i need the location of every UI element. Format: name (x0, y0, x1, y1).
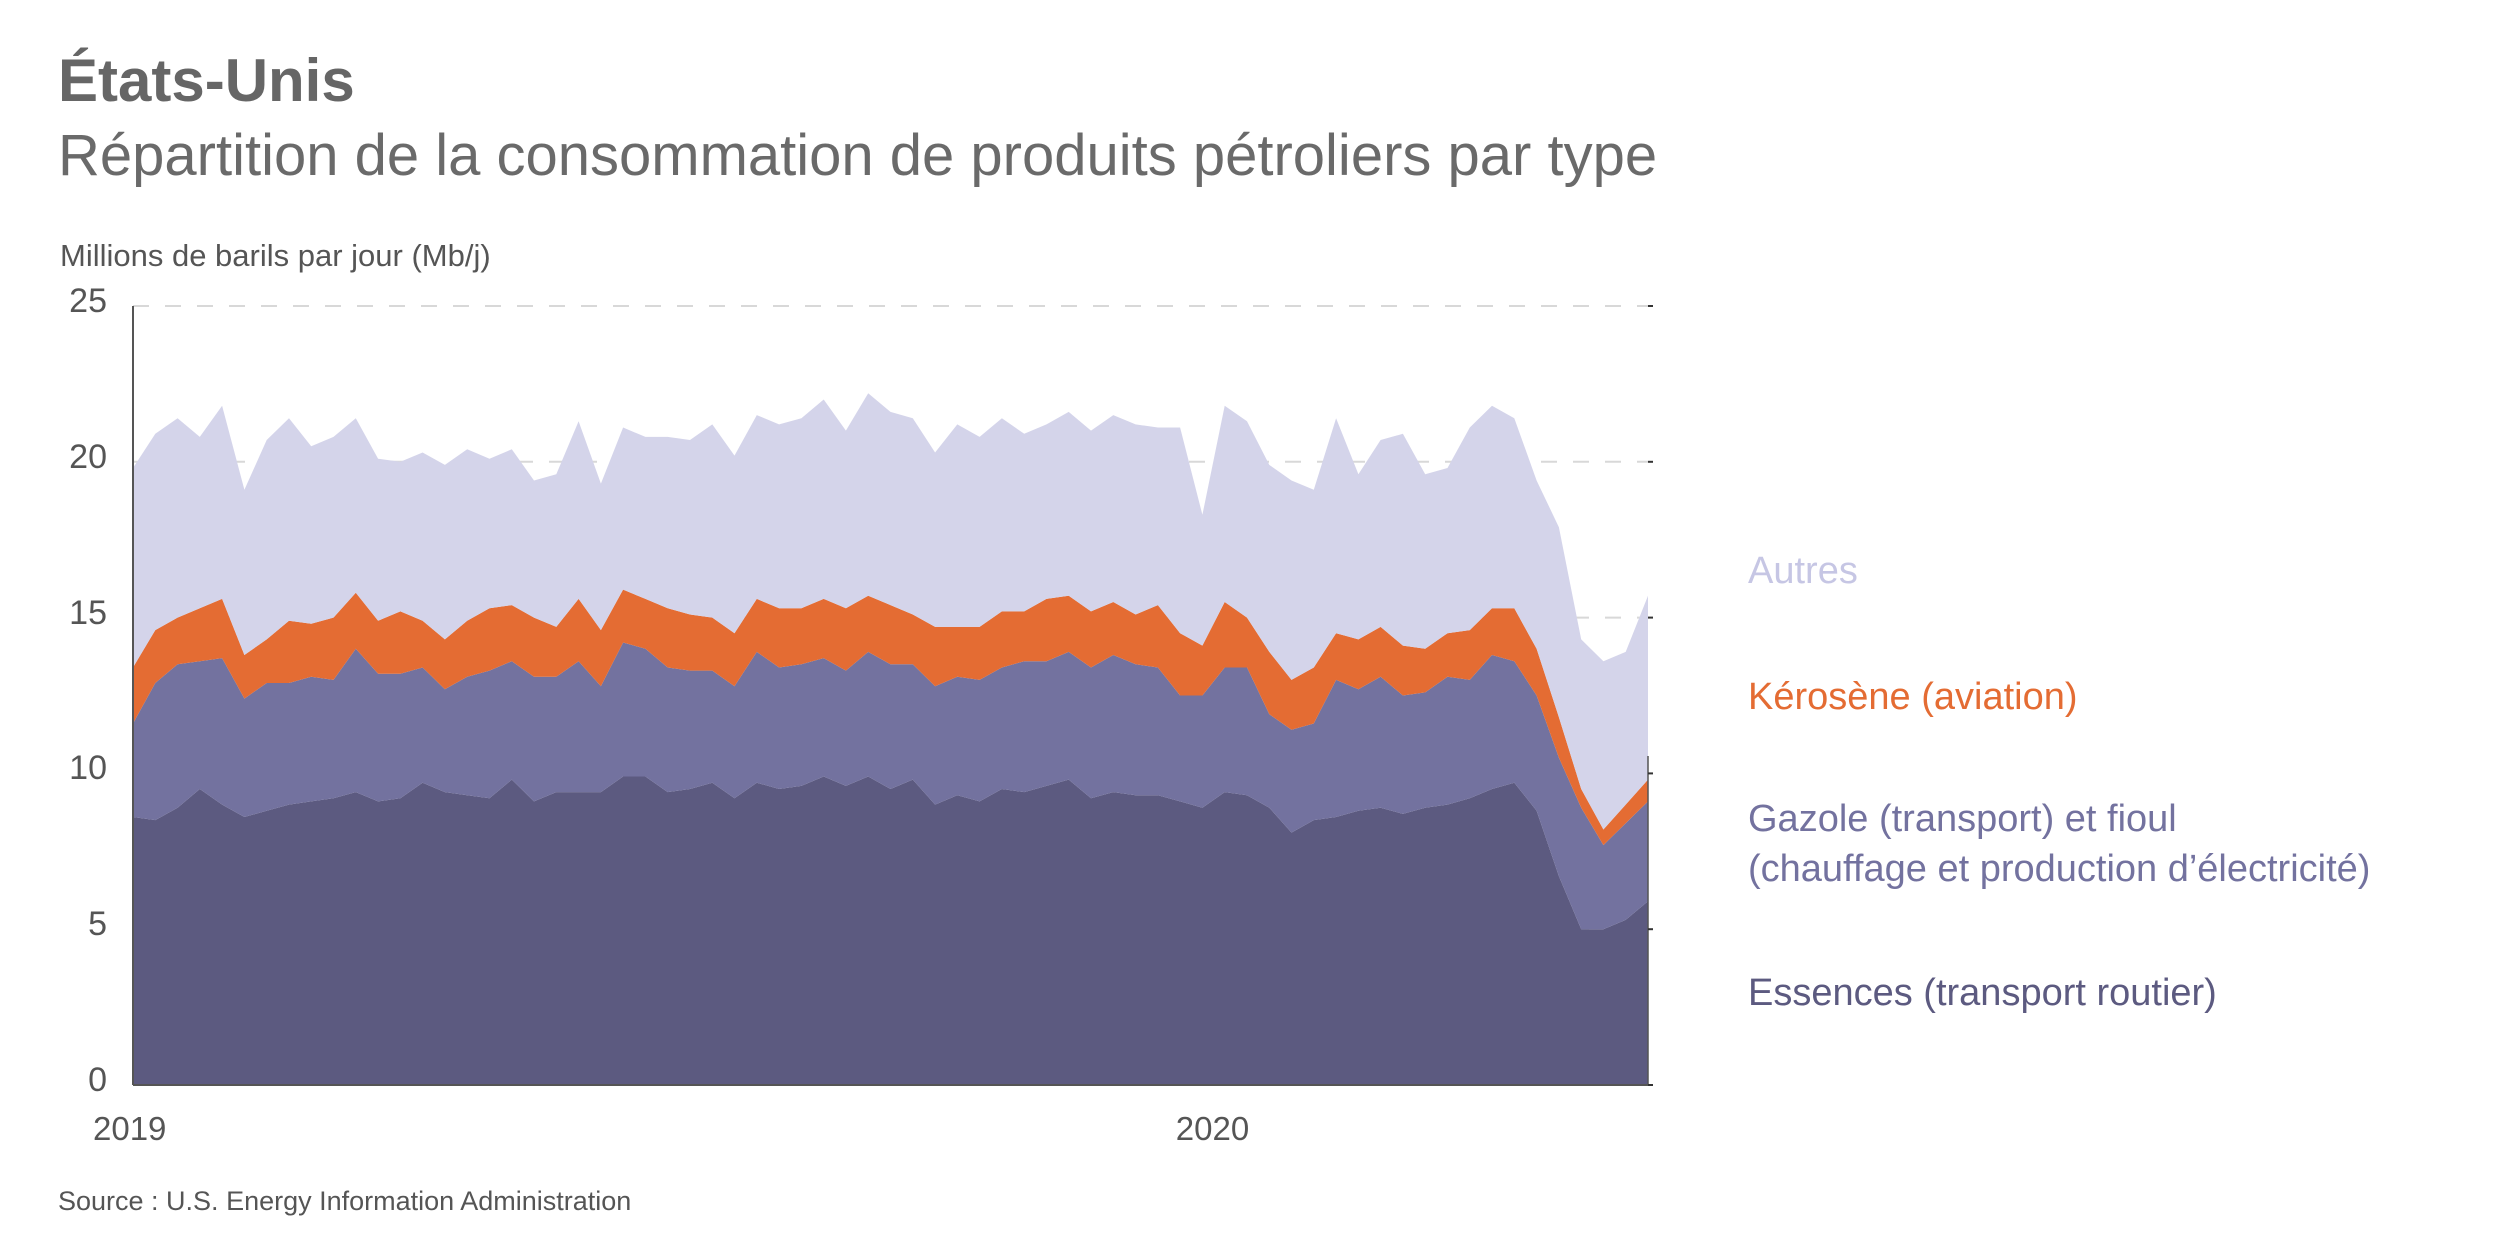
y-tick-label: 10 (69, 749, 107, 788)
legend-kerosene: Kérosène (aviation) (1748, 676, 2078, 718)
area-series-3 (133, 393, 1648, 830)
x-tick-label: 2020 (1175, 1110, 1250, 1147)
area-series-0 (133, 776, 1648, 1085)
y-tick-label: 20 (69, 437, 107, 476)
legend-autres: Autres (1748, 550, 1858, 592)
x-tick-label: 2019 (93, 1110, 167, 1147)
y-tick-label: 0 (88, 1061, 107, 1099)
chart-subtitle: Répartition de la consommation de produi… (58, 123, 1658, 188)
legend-gazole-line1: Gazole (transport) et fioul (1748, 798, 2177, 840)
y-tick-label: 5 (88, 905, 107, 944)
y-axis-label: Millions de barils par jour (Mb/j) (60, 238, 491, 273)
legend-gazole: Gazole (transport) et fioul (chauffage e… (1748, 794, 2370, 894)
y-tick-label: 15 (69, 593, 107, 632)
legend-gazole-line2: (chauffage et production d’électricité) (1748, 848, 2371, 890)
chart-title: États-Unis (58, 47, 355, 114)
legend-essences: Essences (transport routier) (1748, 972, 2217, 1014)
area-series-2 (133, 589, 1648, 846)
area-series-1 (133, 642, 1648, 930)
source-note: Source : U.S. Energy Information Adminis… (58, 1186, 632, 1216)
y-tick-label: 25 (69, 282, 107, 320)
